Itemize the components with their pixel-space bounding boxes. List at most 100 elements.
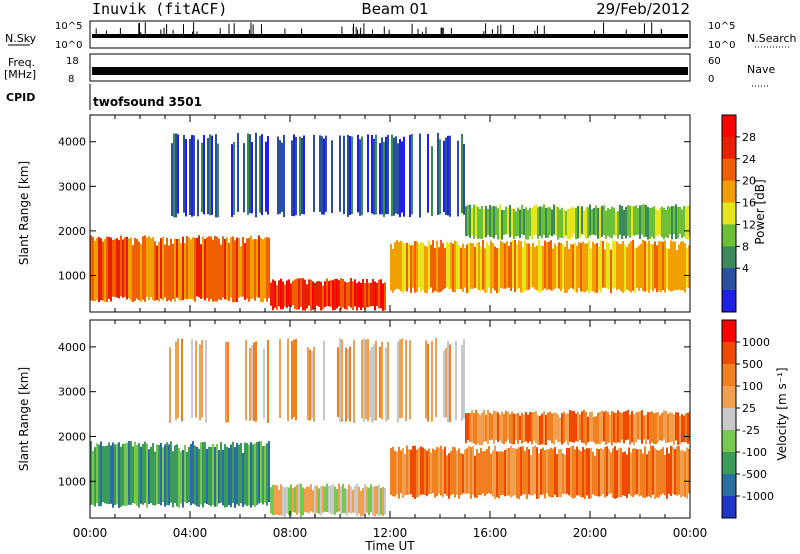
- data-strip: [540, 449, 542, 495]
- data-strip: [570, 446, 572, 497]
- data-strip: [611, 206, 613, 239]
- data-strip: [359, 139, 361, 216]
- data-strip: [177, 338, 179, 418]
- data-strip: [379, 143, 381, 215]
- data-strip: [314, 485, 316, 517]
- velocity-colorbar: 1000 500 100 25 -25 -100 -500 -1000: [721, 319, 774, 519]
- data-strip: [226, 237, 228, 300]
- data-strip: [685, 413, 687, 443]
- data-strip: [192, 237, 194, 300]
- data-strip: [299, 136, 301, 216]
- data-strip: [112, 442, 114, 508]
- data-strip: [140, 446, 142, 504]
- data-strip: [418, 447, 420, 497]
- data-strip: [643, 204, 645, 237]
- data-strip: [607, 412, 609, 443]
- data-strip: [536, 245, 538, 291]
- data-strip: [373, 344, 375, 422]
- data-strip: [126, 442, 128, 506]
- data-strip: [393, 137, 395, 216]
- data-strip: [525, 412, 527, 442]
- data-strip: [412, 445, 414, 498]
- data-strip: [279, 339, 281, 418]
- data-strip: [400, 450, 402, 494]
- data-strip: [659, 415, 661, 441]
- data-strip: [332, 484, 334, 515]
- data-strip: [566, 240, 568, 293]
- data-strip: [494, 445, 496, 500]
- data-strip: [564, 246, 566, 294]
- data-strip: [466, 448, 468, 494]
- data-strip: [591, 209, 593, 235]
- data-strip: [603, 205, 605, 235]
- data-strip: [302, 278, 304, 311]
- data-strip: [631, 206, 633, 236]
- data-strip: [168, 245, 170, 301]
- colorbar-swatch: [722, 430, 736, 453]
- data-strip: [664, 240, 666, 293]
- data-strip: [278, 280, 280, 307]
- data-strip: [656, 245, 658, 293]
- colorbar-swatch: [722, 496, 736, 519]
- data-strip: [251, 142, 253, 214]
- data-strip: [654, 241, 656, 289]
- data-strip: [96, 443, 98, 503]
- data-strip: [172, 451, 174, 508]
- data-strip: [274, 485, 276, 516]
- data-strip: [244, 243, 246, 300]
- data-strip: [533, 206, 535, 236]
- data-strip: [577, 411, 579, 443]
- data-strip: [662, 241, 664, 290]
- freq-tick-top: 18: [66, 56, 79, 67]
- data-strip: [554, 447, 556, 495]
- data-strip: [442, 243, 444, 290]
- data-strip: [479, 414, 481, 446]
- data-strip: [166, 442, 168, 506]
- data-strip: [482, 239, 484, 290]
- data-strip: [679, 206, 681, 234]
- data-strip: [496, 248, 498, 294]
- data-strip: [394, 450, 396, 497]
- data-strip: [591, 411, 593, 442]
- data-strip: [463, 339, 465, 419]
- data-strip: [164, 444, 166, 507]
- data-strip: [290, 484, 292, 517]
- data-strip: [544, 450, 546, 499]
- data-strip: [295, 136, 297, 216]
- data-strip: [486, 242, 488, 293]
- data-strip: [660, 449, 662, 496]
- data-strip: [276, 485, 278, 515]
- data-strip: [498, 248, 500, 293]
- data-strip: [372, 279, 374, 307]
- data-strip: [243, 143, 245, 213]
- data-strip: [458, 245, 460, 290]
- data-strip: [674, 241, 676, 290]
- data-strip: [584, 243, 586, 293]
- data-strip: [651, 207, 653, 237]
- nsky-trace: [92, 22, 688, 38]
- data-strip: [234, 447, 236, 508]
- data-strip: [574, 449, 576, 498]
- data-strip: [231, 144, 233, 218]
- data-strip: [445, 137, 447, 215]
- data-strip: [134, 441, 136, 504]
- colorbar-tick-label: 25: [742, 402, 756, 415]
- data-strip: [574, 242, 576, 292]
- data-strip: [430, 244, 432, 288]
- data-strip: [590, 248, 592, 292]
- data-strip: [543, 411, 545, 445]
- data-strip: [216, 236, 218, 302]
- xtick-label: 16:00: [473, 526, 508, 540]
- data-strip: [222, 236, 224, 298]
- data-strip: [590, 448, 592, 499]
- data-strip: [671, 206, 673, 240]
- data-strip: [416, 449, 418, 498]
- data-strip: [635, 205, 637, 235]
- data-strip: [251, 345, 253, 420]
- data-strip: [641, 410, 643, 444]
- data-strip: [260, 238, 262, 303]
- data-strip: [428, 448, 430, 494]
- data-strip: [612, 240, 614, 289]
- data-strip: [499, 204, 501, 240]
- data-strip: [282, 486, 284, 517]
